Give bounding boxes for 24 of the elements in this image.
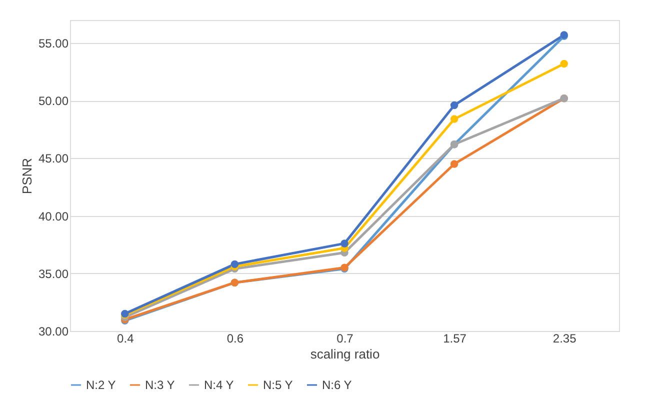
- x-tick-label: 1.57: [443, 332, 467, 346]
- legend-label: N:2 Y: [86, 378, 116, 392]
- x-tick-label: 2.35: [552, 332, 577, 346]
- point: [450, 115, 458, 123]
- point: [450, 160, 458, 168]
- x-tick-label: 0.6: [226, 332, 244, 346]
- y-tick-label: 50.00: [38, 94, 69, 108]
- x-tick-label: 0.4: [117, 332, 134, 346]
- y-tick-label: 45.00: [38, 152, 69, 166]
- x-tick-label: 0.7: [336, 332, 354, 346]
- legend-label: N:4 Y: [204, 378, 234, 392]
- y-tick-label: 40.00: [38, 209, 69, 224]
- legend-label: N:6 Y: [322, 378, 352, 392]
- legend-label: N:5 Y: [263, 378, 293, 392]
- y-tick-label: 35.00: [38, 266, 69, 281]
- point: [560, 60, 568, 68]
- y-tick-label: 30.00: [38, 324, 69, 338]
- legend-label: N:3 Y: [145, 378, 175, 392]
- y-tick-label: 55.00: [38, 36, 69, 51]
- x-axis-title: scaling ratio: [310, 346, 380, 362]
- point: [230, 260, 239, 268]
- y-axis-title: PSNR: [19, 158, 34, 194]
- point: [450, 101, 458, 110]
- point: [340, 240, 348, 248]
